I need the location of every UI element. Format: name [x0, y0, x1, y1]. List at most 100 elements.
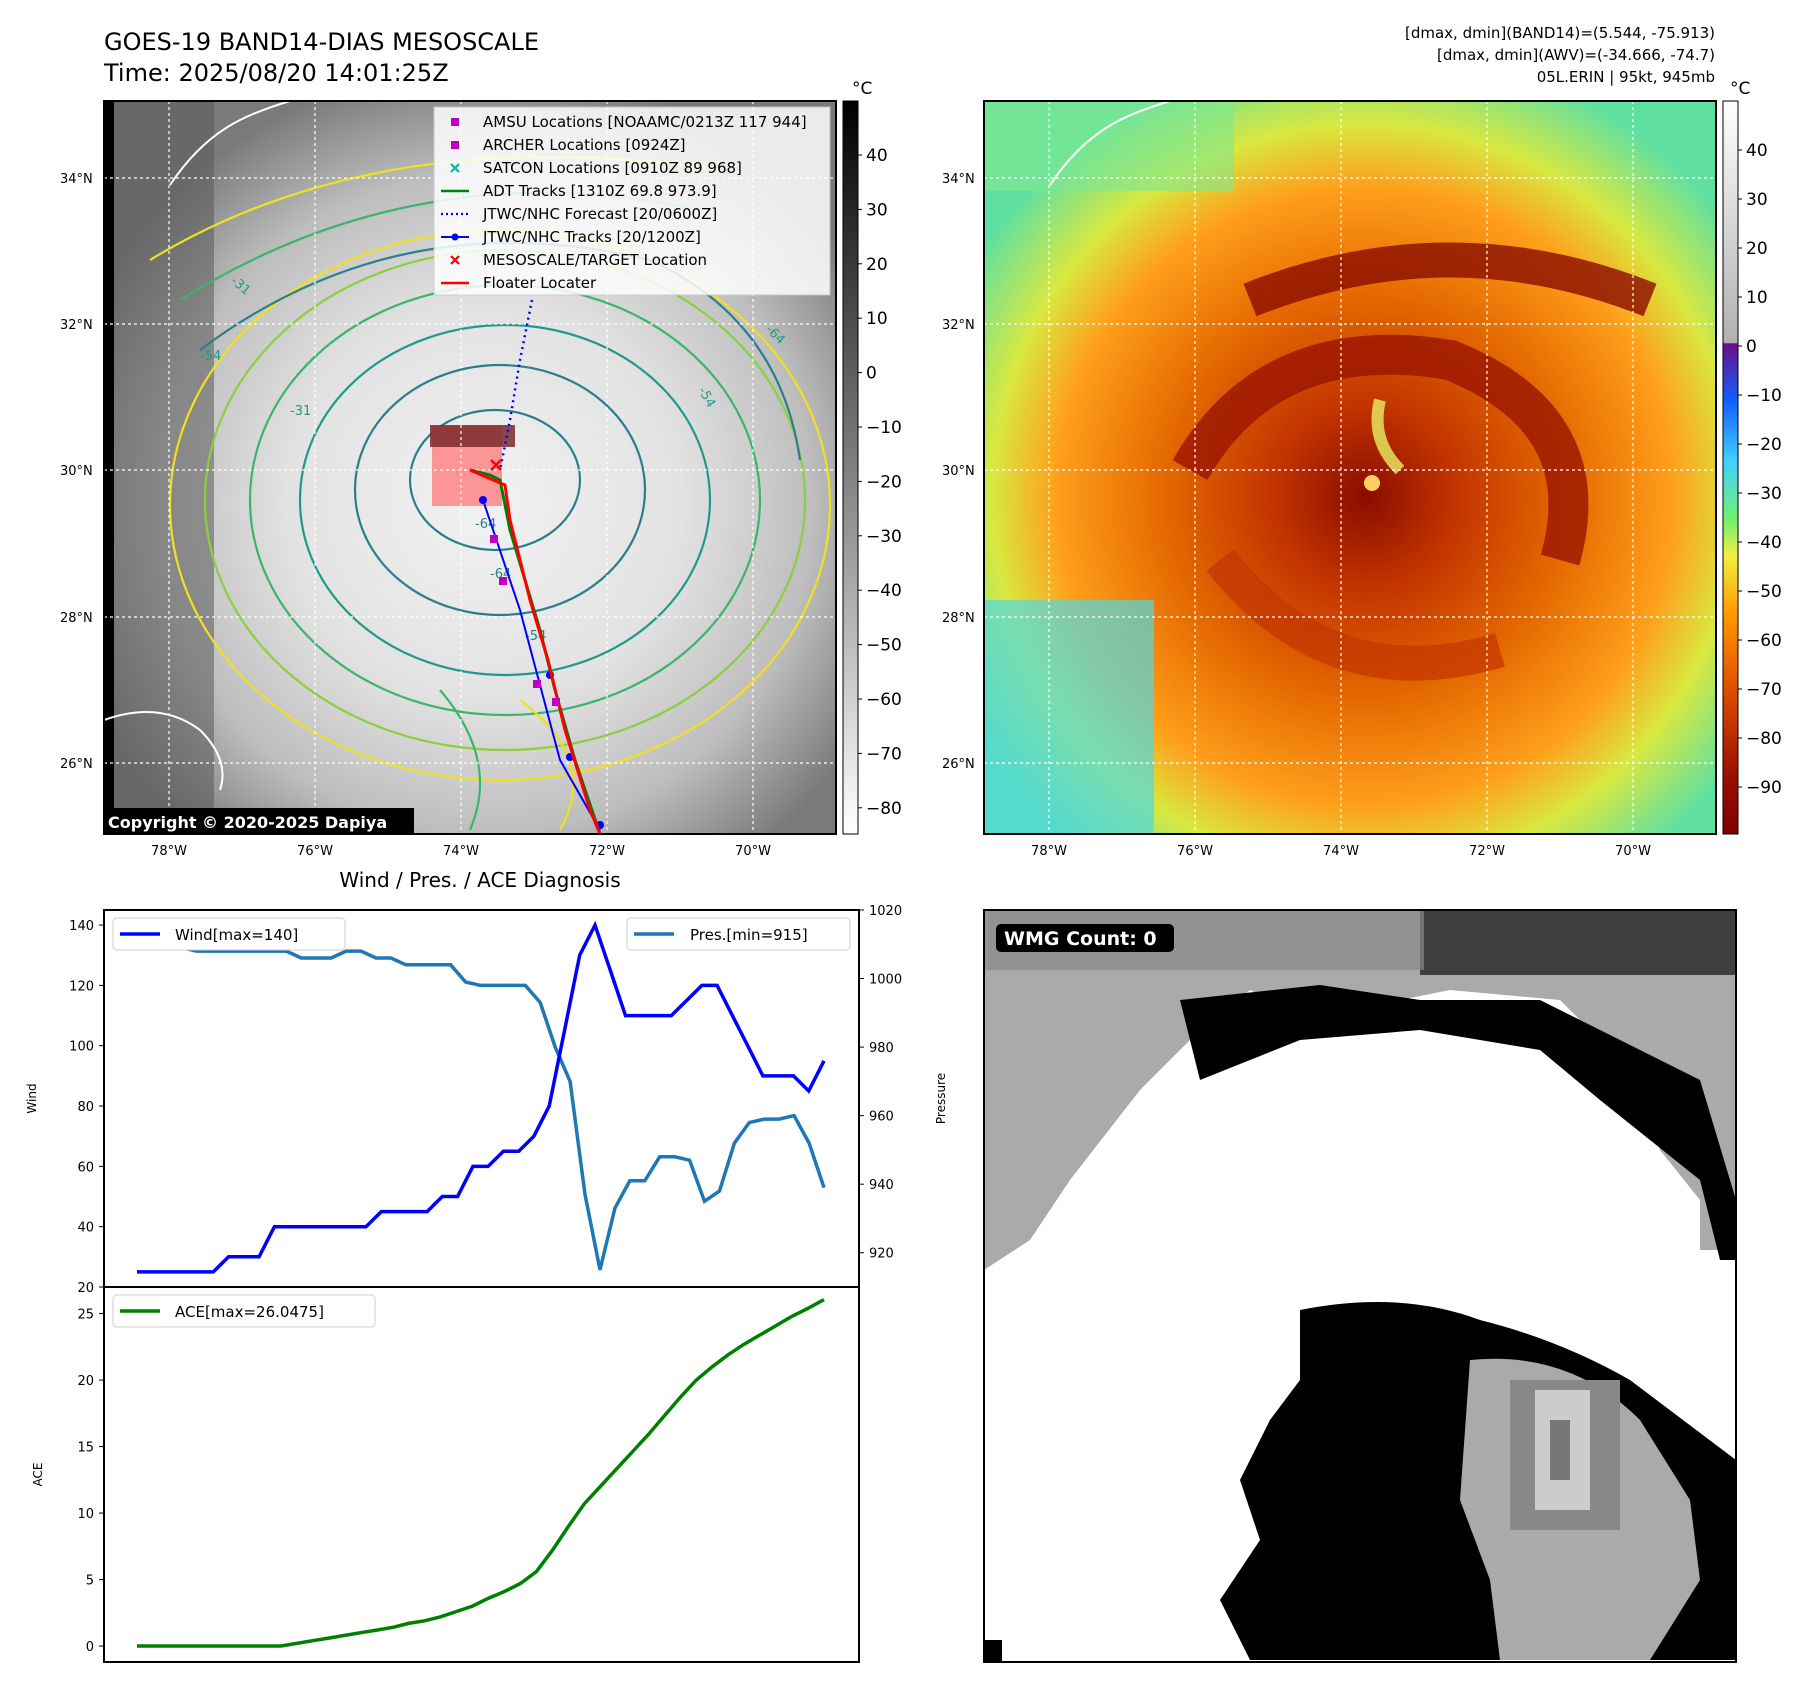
- figure-time: Time: 2025/08/20 14:01:25Z: [103, 59, 449, 87]
- svg-text:32°N: 32°N: [60, 318, 93, 333]
- pressure-axis-tick: 920: [869, 1247, 894, 1262]
- color-colorbar-ticks: 40 30 20 10 0 −10 −20 −30 −40 −50 −60 −70 −80 −90: [1738, 141, 1782, 798]
- right-map-lat-labels: 34°N 32°N 30°N 28°N 26°N: [942, 172, 975, 772]
- svg-text:70°W: 70°W: [735, 844, 771, 859]
- pressure-axis-tick: 1000: [869, 973, 902, 988]
- wind-axis-tick: 40: [77, 1221, 94, 1236]
- wmg-count-badge: [996, 924, 1174, 952]
- wind-axis-label: Wind: [25, 1083, 39, 1113]
- ace-series-line: [137, 1298, 825, 1648]
- svg-text:30°N: 30°N: [942, 464, 975, 479]
- svg-text:70°W: 70°W: [1615, 844, 1651, 859]
- colorbar-tick: −90: [1746, 778, 1782, 798]
- gray-colorbar: [842, 100, 859, 835]
- pressure-axis-tick: 940: [869, 1178, 894, 1193]
- colorbar-tick: 30: [866, 200, 888, 220]
- legend-label: Floater Locater: [483, 274, 597, 292]
- colorbar-tick: 40: [1746, 141, 1768, 161]
- ace-axis-tick: 25: [77, 1308, 94, 1323]
- svg-text:34°N: 34°N: [60, 172, 93, 187]
- wmg-count-label: WMG Count: 0: [1004, 928, 1157, 950]
- ace-axis-label: ACE: [31, 1463, 45, 1487]
- svg-text:26°N: 26°N: [942, 757, 975, 772]
- ace-axis-tick: 15: [77, 1441, 94, 1456]
- colorbar-tick: −30: [1746, 484, 1782, 504]
- colorbar-tick: −80: [866, 799, 902, 819]
- colorbar-tick: −40: [866, 581, 902, 601]
- pressure-axis-tick: 980: [869, 1041, 894, 1056]
- legend-label: ARCHER Locations [0924Z]: [483, 136, 686, 154]
- colorbar-tick: −10: [1746, 386, 1782, 406]
- target-marker: [490, 459, 502, 471]
- legend-label: MESOSCALE/TARGET Location: [483, 251, 707, 269]
- colorbar-tick: −70: [1746, 680, 1782, 700]
- colorbar-tick: −80: [1746, 729, 1782, 749]
- colorbar-tick: 0: [1746, 337, 1757, 357]
- svg-text:30°N: 30°N: [60, 464, 93, 479]
- left-map-lat-labels: 34°N 32°N 30°N 28°N 26°N: [60, 172, 93, 772]
- ace-axis-tick: 5: [86, 1574, 94, 1589]
- colorbar-tick: −40: [1746, 533, 1782, 553]
- colorbar-tick: −20: [1746, 435, 1782, 455]
- pressure-series-line: [137, 925, 826, 1271]
- ace-legend: ACE[max=26.0475]: [112, 1294, 376, 1328]
- wind-axis-tick: 120: [69, 979, 94, 994]
- svg-text:26°N: 26°N: [60, 757, 93, 772]
- legend-marker: [450, 163, 460, 173]
- legend-label: JTWC/NHC Forecast [20/0600Z]: [482, 205, 717, 223]
- ace-chart: 0 5 10 15 20 25 ACE ACE[max=26.0475]: [31, 1286, 860, 1663]
- svg-text:76°W: 76°W: [297, 844, 333, 859]
- colorbar-tick: 0: [866, 364, 877, 384]
- info-storm: 05L.ERIN | 95kt, 945mb: [1537, 68, 1715, 86]
- pressure-legend: Pres.[min=915]: [626, 917, 851, 951]
- svg-text:72°W: 72°W: [1469, 844, 1505, 859]
- wind-axis-tick: 100: [69, 1040, 94, 1055]
- svg-text:78°W: 78°W: [151, 844, 187, 859]
- colorbar-tick: 20: [866, 255, 888, 275]
- wind-legend-label: Wind[max=140]: [175, 926, 298, 944]
- pressure-axis-tick: 1020: [869, 904, 902, 919]
- wind-axis-tick: 80: [77, 1100, 94, 1115]
- colorbar-tick: −60: [866, 690, 902, 710]
- legend-marker-dot: [451, 233, 459, 241]
- colorbar-tick: 10: [866, 309, 888, 329]
- svg-text:34°N: 34°N: [942, 172, 975, 187]
- colorbar-tick: −20: [866, 472, 902, 492]
- colorbar-tick: −50: [1746, 582, 1782, 602]
- colorbar-tick: 20: [1746, 239, 1768, 259]
- colorbar-tick: −50: [866, 636, 902, 656]
- wind-axis-tick: 140: [69, 919, 94, 934]
- colorbar-tick: −10: [866, 418, 902, 438]
- left-map-lon-labels: 78°W 76°W 74°W 72°W 70°W: [151, 844, 771, 859]
- ace-axis-tick: 20: [77, 1374, 94, 1389]
- pressure-axis-tick: 960: [869, 1110, 894, 1125]
- svg-text:72°W: 72°W: [589, 844, 625, 859]
- gray-colorbar-unit: °C: [852, 79, 872, 99]
- copyright-text: Copyright © 2020-2025 Dapiya: [108, 813, 387, 832]
- right-map-lon-labels: 78°W 76°W 74°W 72°W 70°W: [1031, 844, 1651, 859]
- colorbar-tick: 30: [1746, 190, 1768, 210]
- svg-text:28°N: 28°N: [942, 611, 975, 626]
- ir-color-map: [984, 101, 1716, 834]
- colorbar-tick: −70: [866, 744, 902, 764]
- colorbar-tick: 40: [866, 146, 888, 166]
- wind-pressure-chart: 20 40 60 80 100 120 140 920 940 960 980 1000 1020 Win…: [25, 904, 948, 1296]
- svg-text:76°W: 76°W: [1177, 844, 1213, 859]
- wind-axis-tick: 20: [77, 1281, 94, 1296]
- pressure-axis-label: Pressure: [934, 1073, 948, 1124]
- info-awv: [dmax, dmin](AWV)=(-34.666, -74.7): [1437, 46, 1715, 64]
- color-colorbar: [1722, 100, 1739, 835]
- color-colorbar-unit: °C: [1730, 79, 1750, 99]
- gray-colorbar-ticks: 40 30 20 10 0 −10 −20 −30 −40 −50 −60 −70 −80: [858, 146, 902, 819]
- svg-text:74°W: 74°W: [443, 844, 479, 859]
- svg-text:32°N: 32°N: [942, 318, 975, 333]
- colorbar-tick: 10: [1746, 288, 1768, 308]
- ace-legend-label: ACE[max=26.0475]: [175, 1303, 324, 1321]
- wind-legend: Wind[max=140]: [112, 917, 346, 951]
- diagnosis-title: Wind / Pres. / ACE Diagnosis: [339, 868, 620, 892]
- floater-track: [469, 468, 602, 834]
- amsu-archer-points: [490, 535, 560, 706]
- legend-label: SATCON Locations [0910Z 89 968]: [483, 159, 742, 177]
- contour-label: -31: [290, 404, 311, 419]
